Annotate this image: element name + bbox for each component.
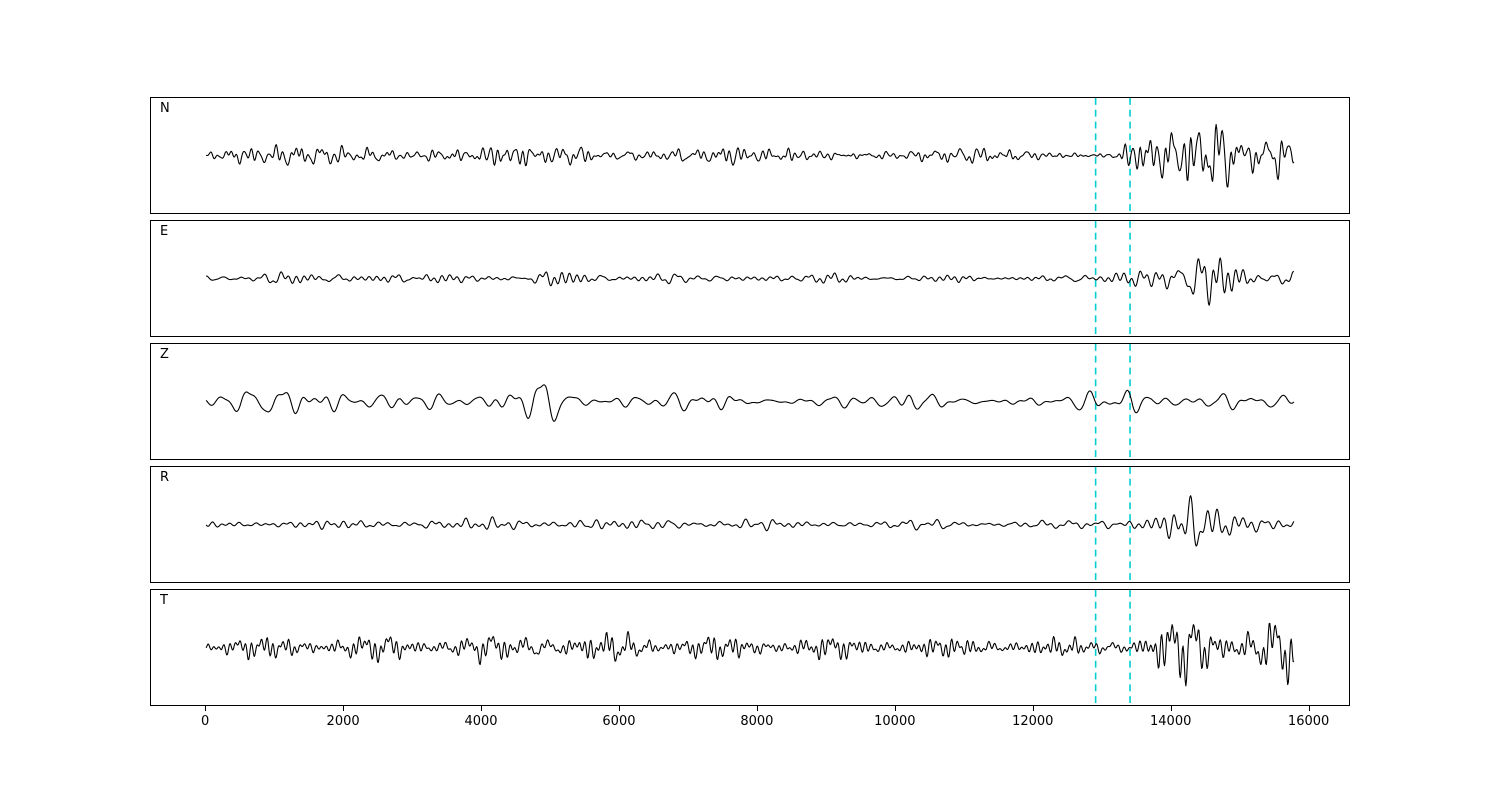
trace-label-Z: Z [160,347,169,362]
x-tick-mark [343,706,345,711]
waveform-svg-R [205,467,1295,582]
x-tick-label: 12000 [1012,714,1054,729]
x-tick-label: 6000 [602,714,636,729]
x-tick-label: 10000 [874,714,916,729]
x-tick-mark [894,706,896,711]
waveform-trace-T [205,622,1295,687]
waveform-panel-R: R [150,466,1350,583]
x-tick-label: 4000 [464,714,498,729]
waveform-svg-E [206,221,1294,336]
x-tick-label: 16000 [1287,714,1330,729]
x-tick-label: 2000 [326,714,360,729]
trace-label-T: T [160,593,168,608]
trace-label-R: R [160,470,170,485]
waveform-svg-Z [205,344,1295,459]
x-tick-mark [618,706,620,711]
waveform-svg-N [206,98,1295,213]
waveform-panel-T: T [150,589,1350,706]
waveform-panel-Z: Z [150,343,1350,460]
waveform-svg-T [205,590,1295,705]
trace-label-N: N [160,101,170,116]
x-tick-mark [1170,706,1172,711]
x-tick-mark [481,706,483,711]
waveform-panel-E: E [150,220,1350,337]
x-tick-label: 8000 [740,714,774,729]
x-tick-label: 0 [201,714,210,729]
trace-label-E: E [160,224,169,239]
x-tick-mark [205,706,207,711]
waveform-trace-N [206,123,1295,188]
x-tick-label: 14000 [1150,714,1192,729]
waveform-trace-E [206,257,1294,306]
waveform-trace-Z [205,384,1295,422]
x-tick-mark [1032,706,1034,711]
x-tick-mark [1308,706,1310,711]
waveform-panel-N: N [150,97,1350,214]
x-tick-mark [756,706,758,711]
waveform-trace-R [205,495,1295,547]
